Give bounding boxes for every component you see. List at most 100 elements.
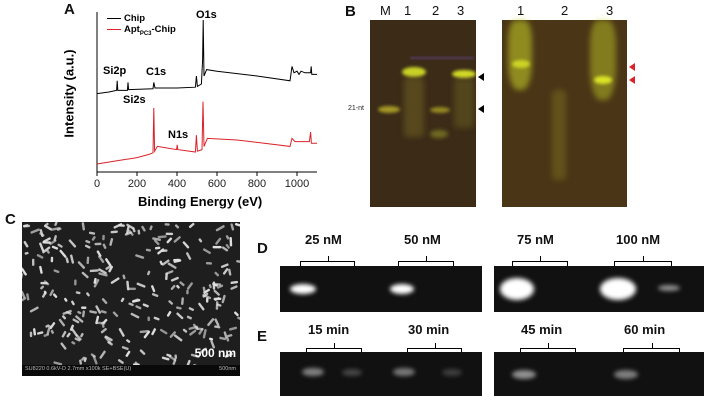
nanorod: [79, 359, 83, 365]
nanorod: [120, 297, 125, 303]
nanorod: [212, 282, 222, 286]
arrowhead-icon: [478, 105, 484, 113]
lane-label-2: 2: [432, 3, 440, 18]
nanorod: [61, 330, 67, 338]
nanorod: [86, 292, 90, 297]
nanorod: [112, 311, 119, 318]
nanorod: [81, 271, 89, 279]
nanorod: [72, 318, 80, 324]
nanorod: [43, 224, 52, 231]
nanorod: [23, 224, 31, 228]
band: [393, 368, 415, 376]
nanorod: [100, 327, 107, 334]
band: [512, 370, 536, 379]
nanorod: [157, 235, 167, 239]
nanorod: [173, 258, 181, 262]
nanorod: [145, 248, 152, 252]
nanorod: [234, 311, 239, 317]
nanorod: [154, 246, 161, 250]
x-tick-label: 200: [128, 178, 146, 190]
x-tick-label: 0: [94, 178, 100, 190]
nanorod: [93, 278, 100, 288]
nanorod: [29, 306, 39, 313]
nanorod: [207, 318, 215, 327]
condition-label: 50 nM: [404, 232, 441, 247]
nanorod: [130, 312, 140, 319]
smear: [508, 20, 532, 90]
panel-label-b: B: [345, 3, 356, 20]
nanorod: [126, 223, 135, 230]
nanorod: [139, 349, 146, 355]
nanorod: [215, 225, 225, 232]
nanorod: [81, 222, 86, 231]
bracket: [300, 256, 355, 266]
nanorod: [99, 350, 106, 359]
nanorod: [95, 315, 100, 325]
nanorod: [205, 297, 209, 303]
nanorod: [186, 289, 189, 295]
nanorod: [236, 260, 240, 264]
nanorod: [105, 258, 112, 267]
annotation-si2p: Si2p: [103, 65, 127, 77]
bracket: [520, 343, 576, 353]
band: [302, 368, 324, 376]
nanorod: [77, 310, 82, 315]
sem-image: 500 nm SU8220 0.6kV-D 2.7mm x100k SE+BSE…: [22, 222, 240, 376]
sem-info: SU8220 0.6kV-D 2.7mm x100k SE+BSE(U): [25, 366, 132, 372]
nanorod: [108, 265, 114, 273]
nanorod: [229, 326, 238, 331]
band: [442, 369, 462, 376]
nanorod: [39, 265, 43, 274]
nanorod: [188, 307, 195, 311]
nanorod: [53, 235, 57, 242]
nanorod: [161, 249, 168, 253]
nanorod: [56, 227, 62, 231]
legend: Chip AptPC3-Chip: [107, 13, 176, 37]
nanorod: [143, 330, 151, 339]
nanorod: [54, 222, 58, 227]
nanorod: [128, 287, 136, 291]
nanorod: [168, 300, 174, 305]
panel-label-e: E: [257, 328, 268, 345]
x-axis-label: Binding Energy (eV): [138, 194, 263, 209]
smear: [552, 90, 566, 180]
nanorod: [49, 289, 55, 297]
nanorod: [228, 268, 232, 276]
nanorod: [58, 318, 66, 327]
bracket: [407, 343, 462, 353]
xps-chart: 0 200 400 600 800 1000: [94, 12, 317, 190]
nanorod: [39, 242, 45, 252]
nanorod: [92, 355, 98, 365]
band: [658, 285, 680, 291]
nanorod: [93, 277, 97, 284]
sem-particles: [22, 222, 240, 365]
nanorod: [81, 356, 86, 361]
nanorod: [126, 339, 131, 343]
nanorod: [91, 236, 96, 241]
bracket: [512, 256, 568, 266]
lane-label-3: 3: [457, 3, 465, 18]
nanorod: [128, 229, 134, 236]
nanorod: [49, 239, 57, 246]
series-line-chip: [96, 19, 317, 95]
condition-label: 100 nM: [616, 232, 661, 247]
nanorod: [189, 329, 197, 336]
nanorod: [165, 272, 168, 281]
condition-label: 45 min: [521, 322, 563, 337]
nanorod: [98, 255, 105, 263]
nanorod: [173, 334, 183, 342]
nanorod: [181, 297, 184, 305]
nanorod: [69, 324, 75, 331]
bracket: [306, 343, 362, 353]
red-arrowhead-icon: [629, 76, 635, 84]
gel-e-right: [494, 352, 704, 396]
nanorod: [51, 245, 59, 250]
nanorod: [101, 298, 108, 305]
nanorod: [75, 334, 82, 341]
nanorod: [22, 290, 26, 299]
legend-item-chip: Chip: [107, 13, 176, 24]
nanorod: [147, 316, 150, 322]
nanorod: [176, 284, 180, 289]
nanorod: [110, 277, 120, 284]
nanorod: [26, 293, 30, 301]
